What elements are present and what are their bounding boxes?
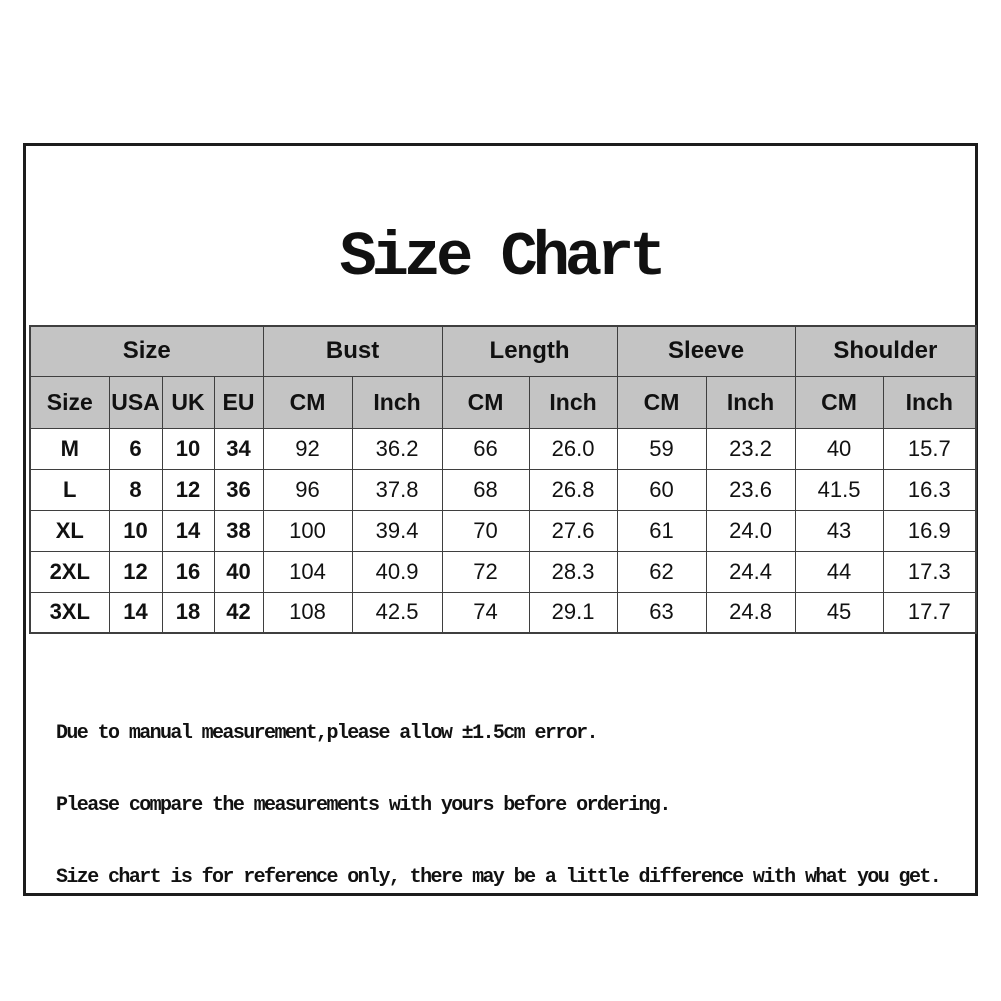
group-header-length: Length	[441, 325, 618, 377]
value-cell: 18	[161, 591, 215, 634]
value-cell: 39.4	[351, 509, 443, 552]
group-header-sleeve: Sleeve	[616, 325, 796, 377]
value-cell: 6	[108, 427, 163, 470]
column-header-3-eu: EU	[213, 375, 264, 429]
value-cell: 28.3	[528, 550, 618, 593]
value-cell: 61	[616, 509, 707, 552]
value-cell: 27.6	[528, 509, 618, 552]
value-cell: 17.7	[882, 591, 977, 634]
value-cell: 15.7	[882, 427, 977, 470]
value-cell: 44	[794, 550, 884, 593]
value-cell: 62	[616, 550, 707, 593]
value-cell: 70	[441, 509, 530, 552]
size-label-cell: M	[29, 427, 110, 470]
value-cell: 8	[108, 468, 163, 511]
value-cell: 63	[616, 591, 707, 634]
value-cell: 40.9	[351, 550, 443, 593]
column-header-6-cm: CM	[441, 375, 530, 429]
value-cell: 12	[161, 468, 215, 511]
value-cell: 24.4	[705, 550, 796, 593]
value-cell: 34	[213, 427, 264, 470]
column-header-9-inch: Inch	[705, 375, 796, 429]
content-frame: Size Chart Size Bust Length Sleeve Shoulder …	[23, 143, 978, 896]
value-cell: 10	[108, 509, 163, 552]
table-row-2xl: 2XL 12 16 40 104 40.9 72 28.3 62 24.4 44 17.3	[29, 550, 977, 593]
value-cell: 92	[262, 427, 353, 470]
column-header-10-cm: CM	[794, 375, 884, 429]
value-cell: 14	[108, 591, 163, 634]
group-header-row: Size Bust Length Sleeve Shoulder	[29, 325, 977, 377]
value-cell: 45	[794, 591, 884, 634]
size-label-cell: 3XL	[29, 591, 110, 634]
group-header-shoulder: Shoulder	[794, 325, 977, 377]
page-title: Size Chart	[339, 222, 666, 293]
value-cell: 26.8	[528, 468, 618, 511]
value-cell: 66	[441, 427, 530, 470]
column-header-7-inch: Inch	[528, 375, 618, 429]
value-cell: 24.0	[705, 509, 796, 552]
group-header-size: Size	[29, 325, 264, 377]
value-cell: 23.2	[705, 427, 796, 470]
value-cell: 74	[441, 591, 530, 634]
column-header-0-size: Size	[29, 375, 110, 429]
value-cell: 37.8	[351, 468, 443, 511]
value-cell: 42.5	[351, 591, 443, 634]
value-cell: 36.2	[351, 427, 443, 470]
value-cell: 59	[616, 427, 707, 470]
note-line-2: Please compare the measurements with you…	[56, 794, 671, 817]
value-cell: 23.6	[705, 468, 796, 511]
value-cell: 43	[794, 509, 884, 552]
column-header-11-inch: Inch	[882, 375, 977, 429]
value-cell: 68	[441, 468, 530, 511]
value-cell: 38	[213, 509, 264, 552]
note-line-3: Size chart is for reference only, there …	[56, 866, 942, 889]
table-row-3xl: 3XL 14 18 42 108 42.5 74 29.1 63 24.8 45 17.7	[29, 591, 977, 634]
value-cell: 14	[161, 509, 215, 552]
value-cell: 72	[441, 550, 530, 593]
notes-block: Due to manual measurement,please allow ±…	[56, 674, 942, 938]
size-label-cell: XL	[29, 509, 110, 552]
size-label-cell: 2XL	[29, 550, 110, 593]
column-header-4-cm: CM	[262, 375, 353, 429]
value-cell: 41.5	[794, 468, 884, 511]
sub-header-row: Size USA UK EU CM Inch CM Inch CM Inch CM Inch	[29, 375, 977, 429]
value-cell: 16.3	[882, 468, 977, 511]
value-cell: 100	[262, 509, 353, 552]
size-table: Size Bust Length Sleeve Shoulder Size USA UK EU…	[29, 325, 978, 634]
value-cell: 96	[262, 468, 353, 511]
table-row-m: M 6 10 34 92 36.2 66 26.0 59 23.2 40 15.7	[29, 427, 977, 470]
note-line-1: Due to manual measurement,please allow ±…	[56, 722, 599, 745]
value-cell: 104	[262, 550, 353, 593]
table-row-xl: XL 10 14 38 100 39.4 70 27.6 61 24.0 43 16.9	[29, 509, 977, 552]
value-cell: 16	[161, 550, 215, 593]
column-header-8-cm: CM	[616, 375, 707, 429]
value-cell: 60	[616, 468, 707, 511]
column-header-1-usa: USA	[108, 375, 163, 429]
value-cell: 12	[108, 550, 163, 593]
value-cell: 10	[161, 427, 215, 470]
value-cell: 108	[262, 591, 353, 634]
value-cell: 24.8	[705, 591, 796, 634]
value-cell: 40	[213, 550, 264, 593]
size-label-cell: L	[29, 468, 110, 511]
value-cell: 17.3	[882, 550, 977, 593]
value-cell: 42	[213, 591, 264, 634]
value-cell: 16.9	[882, 509, 977, 552]
column-header-5-inch: Inch	[351, 375, 443, 429]
value-cell: 29.1	[528, 591, 618, 634]
table-row-l: L 8 12 36 96 37.8 68 26.8 60 23.6 41.5 16.3	[29, 468, 977, 511]
column-header-2-uk: UK	[161, 375, 215, 429]
value-cell: 36	[213, 468, 264, 511]
group-header-bust: Bust	[262, 325, 443, 377]
value-cell: 40	[794, 427, 884, 470]
value-cell: 26.0	[528, 427, 618, 470]
